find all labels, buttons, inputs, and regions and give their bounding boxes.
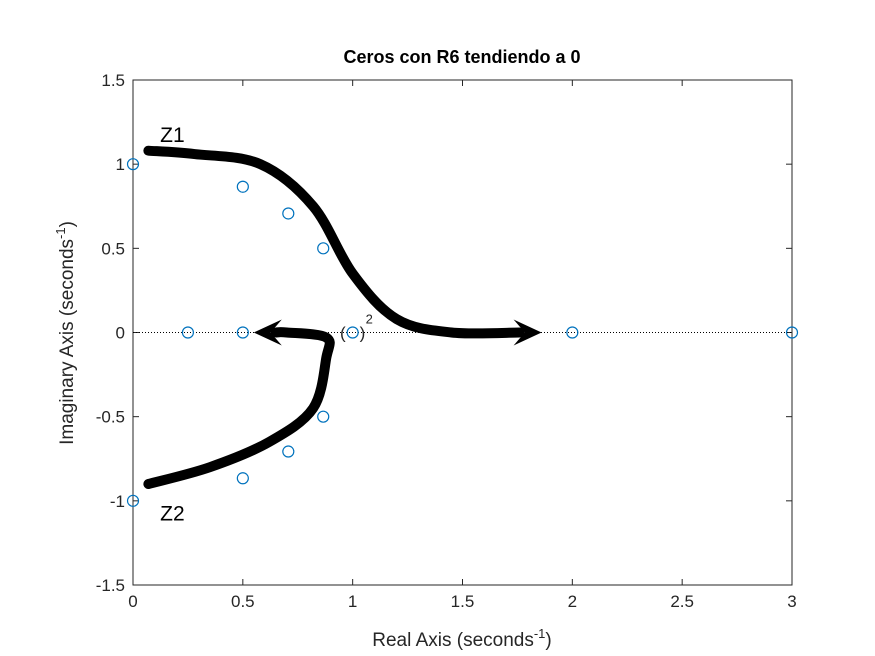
y-tick-label: -0.5: [96, 408, 125, 427]
trajectories: [143, 145, 542, 489]
y-tick-label: -1: [110, 492, 125, 511]
zero-marker: [317, 410, 330, 423]
zero-marker: [566, 326, 579, 339]
trajectory-z2: [143, 327, 335, 489]
zero-marker: [236, 326, 249, 339]
multiplicity-open-paren: (: [340, 324, 346, 343]
x-tick-label: 2: [568, 592, 577, 611]
zero-markers: [126, 158, 799, 507]
arrowhead-z1: [513, 319, 542, 346]
multiplicity-close-paren: ): [360, 324, 366, 343]
annotation-z1: Z1: [160, 124, 185, 147]
zero-marker: [126, 158, 140, 171]
x-tick-label: 1.5: [451, 592, 475, 611]
annotation-z2: Z2: [160, 503, 185, 526]
annotations: ()2 Z1 Z2: [160, 124, 373, 526]
trajectory-z1: [143, 145, 525, 339]
x-tick-label: 0.5: [231, 592, 255, 611]
y-tick-label: 1.5: [101, 71, 125, 90]
x-axis-label-unit-sup: -1: [534, 626, 546, 641]
y-tick-label: -1.5: [96, 576, 125, 595]
y-axis-label-unit-sup: -1: [53, 227, 68, 239]
x-tick-label: 3: [787, 592, 796, 611]
zero-marker: [236, 472, 249, 485]
y-tick-label: 1: [116, 155, 125, 174]
zero-marker: [346, 326, 359, 339]
x-axis-label: Real Axis (seconds-1): [372, 626, 551, 651]
y-tick-label: 0: [116, 324, 125, 343]
arrowhead-z2: [253, 319, 282, 346]
zero-marker: [317, 242, 330, 255]
zero-marker: [126, 494, 140, 507]
y-tick-label: 0.5: [101, 239, 125, 258]
zero-marker: [282, 445, 295, 458]
multiplicity-superscript: 2: [366, 312, 373, 327]
x-tick-label: 0: [128, 592, 137, 611]
zero-marker: [181, 326, 195, 339]
zero-marker: [236, 180, 249, 193]
zero-marker: [785, 326, 799, 339]
axes: 0 0.5 1 1.5 2 2.5 3 1.5 1 0.5 0 -0.5 -1 -1.5: [96, 71, 797, 611]
y-axis-label: Imaginary Axis (seconds-1): [53, 221, 78, 445]
x-tick-label: 2.5: [670, 592, 694, 611]
zero-marker: [282, 207, 295, 220]
x-tick-label: 1: [348, 592, 357, 611]
chart-title: Ceros con R6 tendiendo a 0: [343, 47, 580, 67]
